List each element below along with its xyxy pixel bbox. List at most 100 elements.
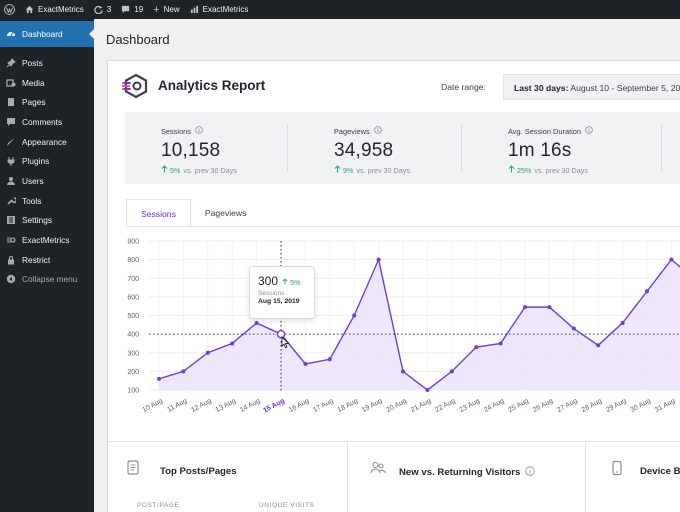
device-breakdown-title: Device B <box>640 466 680 477</box>
sidebar-item-pages[interactable]: Pages <box>0 92 94 112</box>
data-point <box>303 361 308 366</box>
comment-bubble-icon <box>121 5 130 14</box>
chart-tabs: Sessions Pageviews <box>126 199 260 227</box>
panels-divider <box>108 441 680 442</box>
series-area <box>159 259 680 390</box>
user-icon <box>6 176 16 186</box>
updates-link[interactable]: 3 <box>88 0 115 19</box>
data-point <box>327 357 332 362</box>
data-point <box>449 369 454 374</box>
data-point <box>498 341 503 346</box>
data-point <box>181 369 186 374</box>
info-icon[interactable] <box>373 126 382 136</box>
x-tick-label: 25 Aug <box>507 398 530 414</box>
info-icon[interactable] <box>195 126 203 136</box>
home-icon <box>25 5 34 14</box>
stat-avg-session: Avg. Session Duration 1m 16s 25% vs. prev… <box>508 126 593 175</box>
stat-label: Avg. Session Duration <box>508 126 581 136</box>
data-point <box>645 289 649 294</box>
pointer-cursor-icon <box>281 336 290 349</box>
pin-icon <box>6 57 16 68</box>
wordpress-logo-icon[interactable] <box>0 0 19 19</box>
plus-icon: + <box>153 3 160 16</box>
document-icon <box>126 460 140 481</box>
site-name-link[interactable]: ExactMetrics <box>19 0 88 19</box>
tab-pageviews[interactable]: Pageviews <box>204 208 247 218</box>
sidebar-item-users[interactable]: Users <box>0 171 94 191</box>
exactmetrics-bar-link[interactable]: ExactMetrics <box>184 0 253 19</box>
y-tick-label: 600 <box>127 294 139 301</box>
plug-icon <box>6 156 16 167</box>
stat-change: 5% <box>170 165 181 175</box>
comment-icon <box>6 117 16 127</box>
sidebar-label: Collapse menu <box>22 274 78 285</box>
data-point <box>523 305 527 310</box>
sidebar-item-posts[interactable]: Posts <box>0 53 94 73</box>
top-posts-title: Top Posts/Pages <box>160 466 237 477</box>
analytics-report-card: Analytics Report Date range: Last 30 day… <box>107 60 680 512</box>
data-point <box>571 326 576 331</box>
collapse-menu-button[interactable]: Collapse menu <box>0 270 94 290</box>
sidebar-item-appearance[interactable]: Appearance <box>0 132 94 152</box>
sidebar-item-tools[interactable]: Tools <box>0 191 94 211</box>
mobile-device-icon <box>610 460 624 481</box>
x-tick-label: 28 Aug <box>581 398 604 414</box>
sidebar-label: ExactMetrics <box>22 235 70 246</box>
stat-change: 9% <box>343 165 354 175</box>
stat-value: 34,958 <box>334 140 394 161</box>
sidebar-item-plugins[interactable]: Plugins <box>0 151 94 171</box>
sidebar-label: Pages <box>22 97 46 108</box>
sidebar-label: Dashboard <box>22 29 63 39</box>
data-point <box>376 257 381 262</box>
admin-bar: ExactMetrics 3 19 + New ExactMetrics <box>0 0 680 19</box>
tab-divider <box>126 226 680 227</box>
sidebar-item-comments[interactable]: Comments <box>0 112 94 132</box>
report-title: Analytics Report <box>158 78 266 93</box>
comments-link[interactable]: 19 <box>115 0 147 19</box>
x-tick-label: 15 Aug <box>262 398 286 415</box>
x-tick-label: 10 Aug <box>141 398 164 414</box>
data-point <box>205 350 210 355</box>
new-label: New <box>163 5 180 14</box>
tooltip-label: Sessions <box>258 290 285 297</box>
sidebar-label: Appearance <box>22 136 67 147</box>
new-returning-label: New vs. Returning Visitors <box>399 467 521 478</box>
panel-divider <box>585 442 586 512</box>
x-tick-label: 27 Aug <box>556 398 579 414</box>
x-tick-label: 21 Aug <box>410 398 433 414</box>
y-tick-label: 900 <box>127 239 139 246</box>
collapse-icon <box>6 274 16 284</box>
x-tick-label: 22 Aug <box>434 398 457 414</box>
stats-summary: Sessions 10,158 5% vs. prev 30 Days Pagev… <box>125 112 680 184</box>
sidebar-item-settings[interactable]: Settings <box>0 211 94 231</box>
new-content-link[interactable]: + New <box>147 0 183 19</box>
data-point <box>425 388 430 392</box>
stat-pageviews: Pageviews 34,958 9% vs. prev 30 Days <box>334 126 410 175</box>
stat-compare: vs. prev 30 Days <box>534 165 588 175</box>
tab-sessions[interactable]: Sessions <box>126 199 191 227</box>
y-tick-label: 800 <box>127 257 139 264</box>
sidebar-item-dashboard[interactable]: Dashboard <box>0 21 94 47</box>
stat-compare: vs. prev 30 Days <box>183 165 237 175</box>
sidebar-item-restrict[interactable]: Restrict <box>0 250 94 270</box>
x-tick-label: 14 Aug <box>239 398 262 414</box>
x-tick-label: 26 Aug <box>532 398 555 414</box>
sidebar-label: Posts <box>22 57 43 68</box>
updates-count: 3 <box>106 5 112 14</box>
x-tick-label: 24 Aug <box>483 398 506 414</box>
sidebar-item-exactmetrics[interactable]: ExactMetrics <box>0 230 94 250</box>
comments-count: 19 <box>134 5 144 14</box>
data-point <box>254 320 259 325</box>
info-icon[interactable] <box>585 126 593 136</box>
stat-divider <box>461 124 462 172</box>
sidebar-item-media[interactable]: Media <box>0 73 94 93</box>
sidebar-label: Tools <box>22 195 42 206</box>
x-tick-label: 12 Aug <box>190 398 213 414</box>
date-range-selector[interactable]: Last 30 days: August 10 - September 5, 2… <box>503 74 680 100</box>
column-header-visits: UNIQUE VISITS <box>259 502 315 509</box>
wrench-icon <box>6 196 16 206</box>
info-icon[interactable] <box>525 466 536 479</box>
chart-tooltip: 300 5% Sessions Aug 15, 2019 <box>249 266 315 319</box>
x-tick-label: 20 Aug <box>385 398 408 414</box>
data-point <box>401 369 405 374</box>
